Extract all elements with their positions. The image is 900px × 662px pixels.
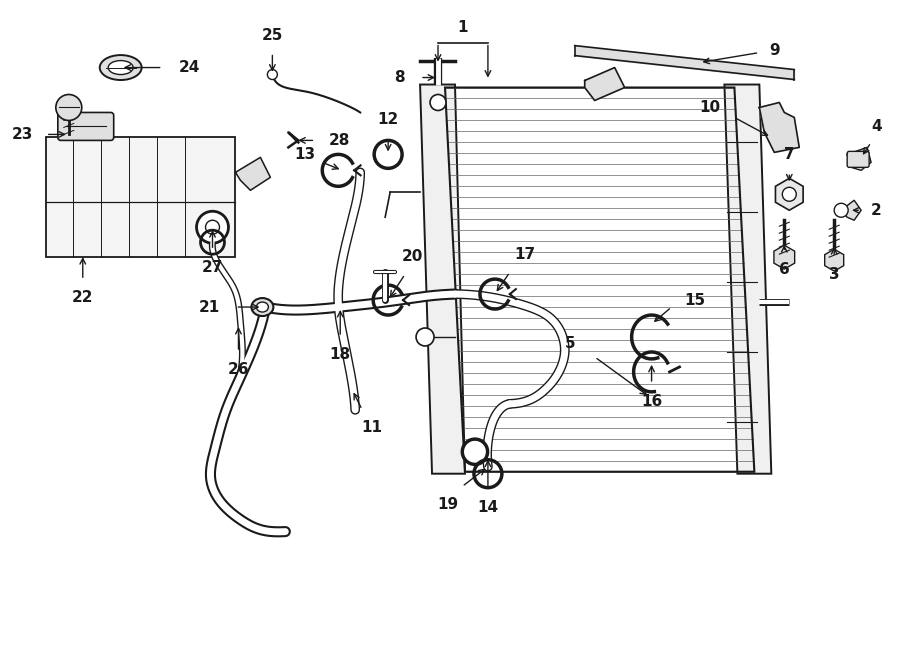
- Text: 4: 4: [872, 119, 882, 134]
- Text: 12: 12: [377, 113, 399, 127]
- Text: 26: 26: [228, 362, 249, 377]
- Polygon shape: [847, 148, 871, 170]
- Polygon shape: [724, 85, 771, 474]
- Text: 21: 21: [199, 299, 220, 314]
- Circle shape: [430, 95, 446, 111]
- Polygon shape: [585, 68, 625, 101]
- Text: 25: 25: [262, 28, 284, 42]
- Circle shape: [56, 95, 82, 120]
- Text: 17: 17: [514, 247, 536, 262]
- Text: 1: 1: [458, 20, 468, 34]
- Circle shape: [205, 220, 220, 234]
- Circle shape: [782, 187, 796, 201]
- Text: 24: 24: [178, 60, 200, 75]
- Text: 8: 8: [394, 70, 405, 85]
- Text: 2: 2: [871, 203, 882, 218]
- Polygon shape: [236, 158, 270, 190]
- Text: 5: 5: [564, 336, 575, 352]
- Ellipse shape: [100, 55, 141, 80]
- Text: 14: 14: [477, 500, 499, 514]
- Text: 15: 15: [685, 293, 706, 308]
- Text: 11: 11: [362, 420, 382, 435]
- Polygon shape: [760, 103, 799, 152]
- Text: 18: 18: [329, 347, 351, 362]
- Text: 9: 9: [769, 43, 779, 58]
- Text: 3: 3: [829, 267, 840, 282]
- Text: 16: 16: [641, 394, 662, 409]
- Text: 10: 10: [699, 100, 720, 115]
- Polygon shape: [445, 87, 754, 472]
- Text: 6: 6: [778, 262, 789, 277]
- Circle shape: [463, 440, 487, 463]
- Ellipse shape: [256, 302, 268, 312]
- Ellipse shape: [108, 60, 133, 75]
- Circle shape: [267, 70, 277, 79]
- Text: 20: 20: [401, 249, 423, 264]
- Circle shape: [416, 328, 434, 346]
- Text: 19: 19: [437, 496, 459, 512]
- Ellipse shape: [251, 298, 274, 316]
- FancyBboxPatch shape: [46, 138, 236, 257]
- Circle shape: [196, 211, 229, 243]
- Text: 13: 13: [294, 147, 316, 162]
- FancyBboxPatch shape: [58, 113, 113, 140]
- Circle shape: [834, 203, 848, 217]
- Text: 22: 22: [72, 290, 94, 305]
- Text: 28: 28: [328, 133, 349, 148]
- Polygon shape: [420, 85, 465, 474]
- Text: 27: 27: [202, 260, 223, 275]
- FancyBboxPatch shape: [847, 152, 869, 167]
- Text: 23: 23: [12, 127, 33, 142]
- Text: 7: 7: [784, 148, 795, 162]
- Polygon shape: [842, 201, 861, 220]
